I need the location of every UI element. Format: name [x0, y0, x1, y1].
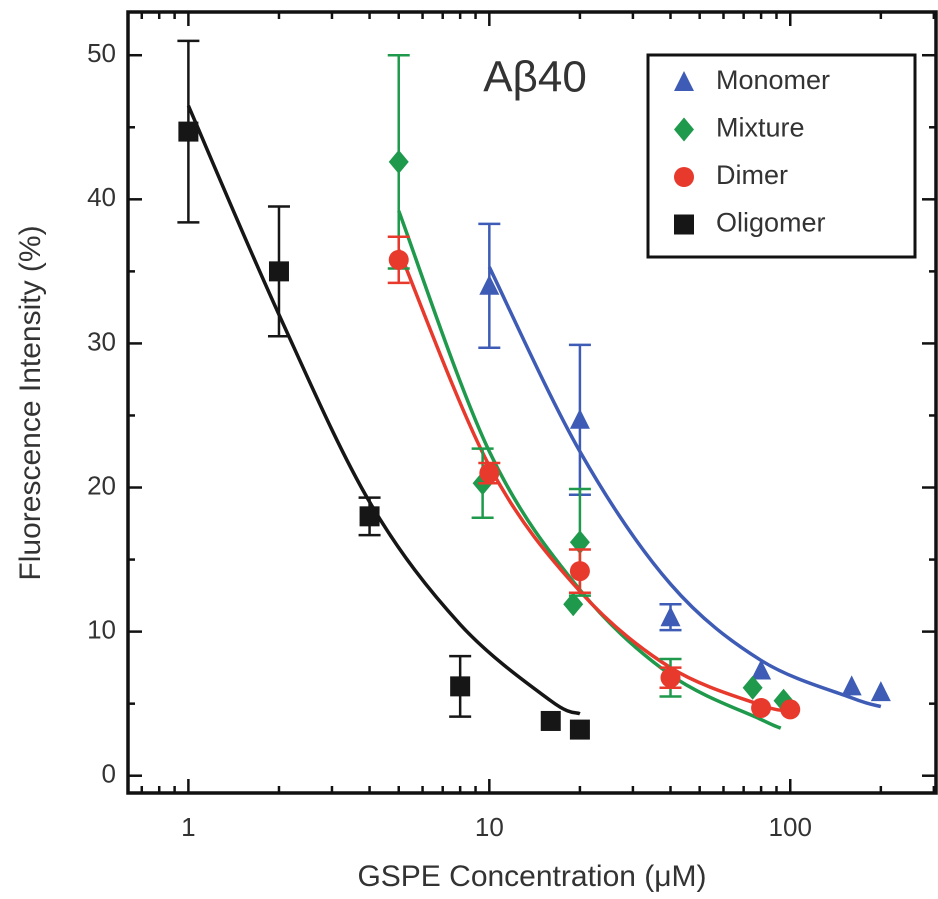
y-tick-label: 10	[87, 614, 116, 644]
marker	[563, 592, 584, 617]
marker	[388, 249, 409, 270]
marker	[178, 121, 199, 142]
marker	[540, 710, 561, 731]
marker	[479, 274, 500, 295]
marker	[674, 167, 694, 187]
x-tick-label: 10	[475, 812, 504, 842]
fit-curve	[186, 104, 581, 716]
y-tick-label: 0	[102, 759, 116, 789]
marker	[742, 675, 763, 700]
marker	[450, 676, 471, 697]
y-tick-label: 50	[87, 38, 116, 68]
legend: Monomer Mixture Dimer Oligomer	[646, 53, 917, 259]
x-axis-title: GSPE Concentration (μM)	[357, 860, 706, 893]
marker	[841, 675, 862, 696]
y-axis-title: Fluorescence Intensity (%)	[14, 225, 47, 580]
legend-label: Monomer	[716, 65, 830, 95]
chart-title: Aβ40	[483, 53, 587, 102]
marker	[660, 606, 681, 627]
marker	[660, 667, 681, 688]
y-tick-label: 40	[87, 182, 116, 212]
marker	[479, 463, 500, 484]
legend-label: Mixture	[716, 113, 805, 143]
marker	[674, 214, 694, 235]
marker	[870, 681, 891, 702]
marker	[751, 697, 772, 718]
marker	[268, 261, 289, 282]
marker	[674, 117, 694, 142]
y-tick-label: 20	[87, 470, 116, 500]
marker	[569, 408, 590, 429]
marker	[780, 699, 801, 720]
x-tick-label: 100	[769, 812, 812, 842]
marker	[674, 71, 694, 91]
legend-label: Dimer	[716, 160, 788, 190]
marker	[388, 149, 409, 174]
y-tick-label: 30	[87, 326, 116, 356]
x-tick-label: 1	[181, 812, 195, 842]
marker	[751, 659, 772, 680]
marker	[359, 506, 380, 527]
marker	[569, 719, 590, 740]
marker	[569, 561, 590, 582]
plot-frame	[126, 10, 938, 795]
legend-label: Oligomer	[716, 208, 826, 238]
fit-curve	[487, 266, 882, 709]
